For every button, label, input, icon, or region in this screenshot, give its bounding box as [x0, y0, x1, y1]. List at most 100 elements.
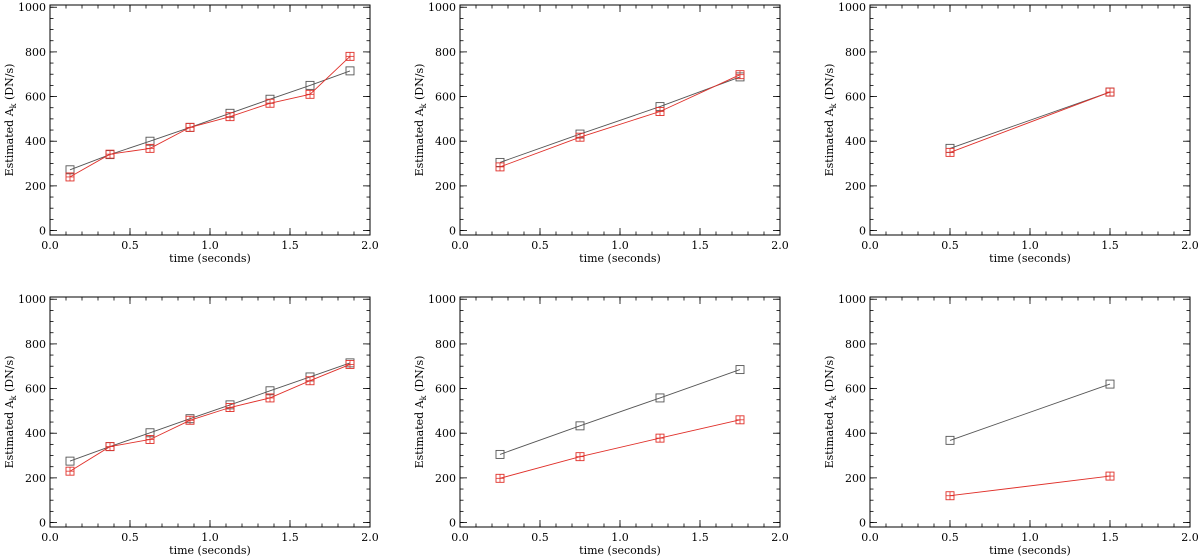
data-point-marker [575, 421, 585, 431]
y-tick-label: 600 [25, 383, 46, 396]
x-tick-label: 2.0 [771, 531, 789, 544]
y-axis-label-subscript: k [829, 103, 838, 108]
chart-panel-4: 0.0 0.5 1.0 1.5 2.0 0 200 400 600 800 1000 time (se… [3, 293, 379, 556]
y-tick-label: 1000 [18, 293, 46, 306]
y-tick-label: 400 [845, 135, 866, 148]
y-tick-label: 1000 [838, 293, 866, 306]
x-tick-label: 1.0 [201, 239, 219, 252]
x-tick-label: 1.5 [1101, 239, 1119, 252]
y-axis-label: Estimated Ak (DN/s) [413, 64, 428, 177]
series-line-1 [69, 70, 351, 171]
y-tick-label: 0 [859, 225, 866, 238]
series-line-2 [69, 363, 351, 472]
x-axis-label: time (seconds) [169, 252, 251, 265]
y-axis-label-suffix: (DN/s) [3, 64, 16, 104]
y-axis-label-subscript: k [829, 395, 838, 400]
y-axis-label-prefix: Estimated A [413, 107, 426, 176]
x-tick-label: 0.5 [121, 239, 139, 252]
x-tick-label: 0.0 [861, 239, 879, 252]
x-tick-label: 0.5 [121, 531, 139, 544]
y-tick-label: 400 [25, 135, 46, 148]
y-axis-label-suffix: (DN/s) [823, 356, 836, 396]
x-tick-label: 1.0 [611, 531, 629, 544]
y-tick-label: 600 [435, 383, 456, 396]
y-axis-label-suffix: (DN/s) [823, 64, 836, 104]
series-line-1 [499, 369, 741, 455]
y-axis-label-subscript: k [419, 395, 428, 400]
x-tick-label: 1.0 [1021, 239, 1039, 252]
y-axis-label-prefix: Estimated A [3, 107, 16, 176]
x-tick-label: 1.5 [1101, 531, 1119, 544]
y-tick-label: 0 [449, 517, 456, 530]
y-axis-label-prefix: Estimated A [823, 107, 836, 176]
x-tick-label: 0.5 [531, 239, 549, 252]
x-tick-label: 2.0 [361, 531, 379, 544]
y-tick-label: 600 [845, 383, 866, 396]
y-tick-label: 800 [435, 46, 456, 59]
y-tick-label: 800 [435, 338, 456, 351]
y-tick-label: 600 [435, 91, 456, 104]
data-point-marker [65, 456, 75, 466]
series-line-1 [949, 91, 1111, 149]
y-tick-label: 800 [845, 338, 866, 351]
x-tick-label: 1.0 [611, 239, 629, 252]
chart-panel-2: 0.0 0.5 1.0 1.5 2.0 0 200 400 600 800 1000 time (se… [413, 1, 789, 265]
x-tick-label: 1.5 [691, 531, 709, 544]
series-line-1 [69, 362, 351, 462]
y-tick-label: 200 [25, 472, 46, 485]
y-tick-label: 600 [25, 91, 46, 104]
x-tick-label: 0.5 [941, 239, 959, 252]
y-axis-label: Estimated Ak (DN/s) [3, 356, 18, 469]
chart-panel-3: 0.0 0.5 1.0 1.5 2.0 0 200 400 600 800 1000 time (se… [823, 1, 1199, 265]
x-tick-label: 0.0 [41, 239, 59, 252]
y-tick-label: 1000 [838, 1, 866, 14]
series-line-2 [499, 419, 741, 479]
series-line-2 [949, 91, 1111, 153]
y-axis-label-suffix: (DN/s) [413, 64, 426, 104]
data-point-marker [1105, 379, 1115, 389]
data-point-marker [345, 66, 355, 76]
y-axis-label-suffix: (DN/s) [413, 356, 426, 396]
x-tick-label: 1.5 [691, 239, 709, 252]
y-tick-label: 1000 [428, 1, 456, 14]
y-axis-label-subscript: k [9, 395, 18, 400]
x-axis-label: time (seconds) [579, 544, 661, 556]
x-tick-label: 1.0 [1021, 531, 1039, 544]
y-axis-label-subscript: k [419, 103, 428, 108]
x-tick-label: 2.0 [1181, 239, 1199, 252]
y-tick-label: 0 [39, 225, 46, 238]
y-axis-label: Estimated Ak (DN/s) [823, 356, 838, 469]
y-tick-label: 400 [845, 427, 866, 440]
data-point-marker [735, 365, 745, 375]
y-axis-label-prefix: Estimated A [413, 399, 426, 468]
data-point-marker [305, 80, 315, 90]
data-point-marker [495, 449, 505, 459]
y-tick-label: 400 [435, 427, 456, 440]
y-tick-label: 200 [845, 472, 866, 485]
series-line-1 [949, 383, 1111, 441]
x-axis-label: time (seconds) [989, 544, 1071, 556]
data-point-marker [945, 435, 955, 445]
y-axis-label: Estimated Ak (DN/s) [823, 64, 838, 177]
chart-panel-1: 0.0 0.5 1.0 1.5 2.0 0 200 400 600 800 1000 time (se… [3, 1, 379, 265]
x-tick-label: 0.0 [451, 239, 469, 252]
y-tick-label: 1000 [428, 293, 456, 306]
y-tick-label: 400 [25, 427, 46, 440]
y-tick-label: 800 [845, 46, 866, 59]
x-axis-label: time (seconds) [169, 544, 251, 556]
y-tick-label: 200 [435, 180, 456, 193]
series-line-1 [499, 76, 741, 163]
x-axis-label: time (seconds) [989, 252, 1071, 265]
y-tick-label: 0 [449, 225, 456, 238]
x-tick-label: 1.5 [281, 531, 299, 544]
data-point-marker [655, 393, 665, 403]
x-tick-label: 0.0 [861, 531, 879, 544]
y-tick-label: 800 [25, 338, 46, 351]
x-tick-label: 0.0 [451, 531, 469, 544]
y-tick-label: 400 [435, 135, 456, 148]
x-axis-label: time (seconds) [579, 252, 661, 265]
x-tick-label: 2.0 [1181, 531, 1199, 544]
x-tick-label: 1.0 [201, 531, 219, 544]
chart-panel-6: 0.0 0.5 1.0 1.5 2.0 0 200 400 600 800 1000 time (se… [823, 293, 1199, 556]
